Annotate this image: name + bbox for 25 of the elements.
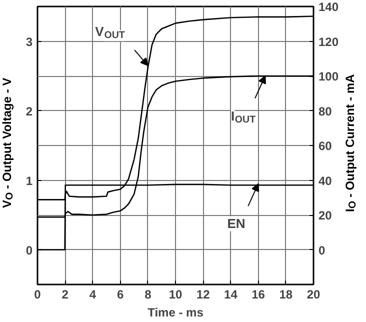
x-tick-label: 12 (196, 288, 210, 302)
y2-tick-label: 20 (318, 208, 332, 222)
x-tick-label: 0 (34, 288, 42, 302)
y-tick-label: 0 (26, 243, 33, 258)
y2-tick-label: 140 (318, 0, 339, 14)
y-tick-label: 2 (26, 104, 33, 118)
y2-tick-label: 80 (318, 104, 332, 118)
x-tick-label: 8 (144, 288, 152, 302)
x-axis-title: Time - ms (148, 306, 204, 320)
x-tick-label: 14 (224, 288, 238, 302)
y2-tick-label: 40 (318, 174, 332, 188)
x-tick-label: 2 (62, 288, 69, 302)
y2-tick-label: 0 (318, 243, 326, 258)
x-tick-label: 18 (279, 288, 293, 302)
annotation: EN (227, 216, 246, 232)
x-tick-label: 10 (168, 288, 182, 302)
y2-tick-label: 100 (318, 70, 339, 84)
y-tick-label: 1 (26, 174, 33, 188)
x-tick-label: 20 (306, 288, 320, 302)
y-tick-label: 3 (26, 34, 33, 49)
y2-tick-label: 120 (318, 34, 339, 49)
x-tick-label: 6 (116, 288, 124, 302)
x-tick-label: 16 (252, 288, 266, 302)
y2-tick-label: 60 (318, 139, 332, 153)
x-tick-label: 4 (89, 288, 96, 302)
